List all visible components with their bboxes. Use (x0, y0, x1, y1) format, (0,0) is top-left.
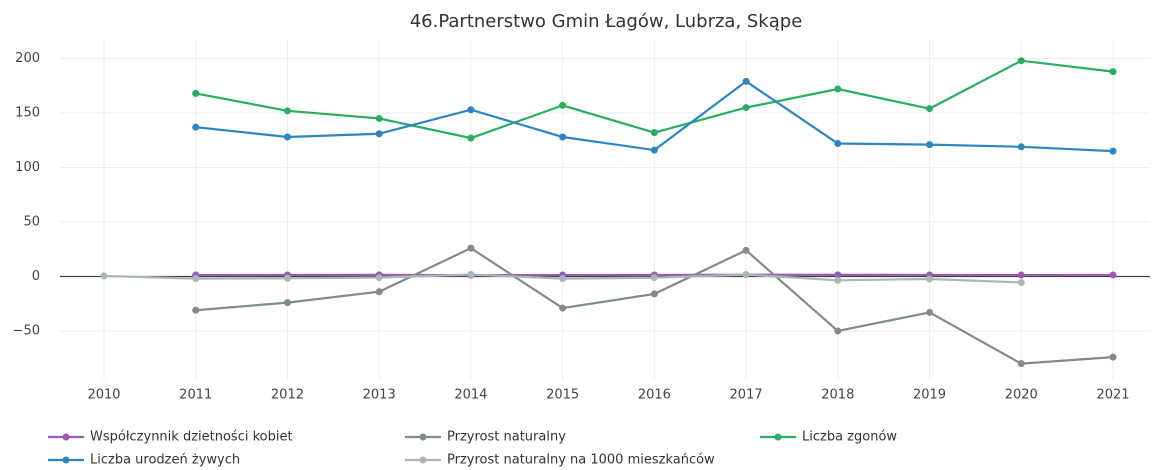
point (1109, 353, 1117, 361)
legend-label: Liczba urodzeń żywych (90, 453, 240, 468)
point (375, 130, 383, 138)
point (1017, 143, 1025, 151)
legend-swatch-dot (419, 456, 427, 464)
point (650, 290, 658, 298)
x-tick-label: 2020 (1005, 388, 1038, 403)
chart-title: 46.Partnerstwo Gmin Łagów, Lubrza, Skąpe (410, 11, 803, 32)
x-tick-label: 2010 (87, 388, 120, 403)
point (375, 288, 383, 296)
point (192, 123, 200, 131)
point (283, 107, 291, 115)
point (834, 140, 842, 148)
point (834, 271, 842, 279)
point (742, 77, 750, 85)
point (926, 105, 934, 113)
legend-label: Współczynnik dzietności kobiet (90, 430, 293, 445)
point (192, 306, 200, 314)
point (559, 275, 567, 283)
x-tick-label: 2013 (363, 388, 396, 403)
point (834, 327, 842, 335)
point (650, 274, 658, 282)
point (926, 308, 934, 316)
point (100, 272, 108, 280)
point (283, 274, 291, 282)
legend-swatch-dot (62, 433, 70, 441)
grid: 2010 2011 2012 2013 2014 2015 2016 2017 2018 2019… (13, 40, 1150, 403)
point (1017, 57, 1025, 65)
point (650, 146, 658, 154)
point (742, 246, 750, 254)
point (650, 129, 658, 137)
point (834, 276, 842, 284)
point (1109, 68, 1117, 76)
point (926, 141, 934, 149)
point (467, 271, 475, 279)
point (283, 133, 291, 141)
point (467, 244, 475, 252)
point (1109, 271, 1117, 279)
x-tick-label: 2015 (546, 388, 579, 403)
y-tick-label: 0 (32, 269, 40, 284)
y-tick-label: −50 (13, 323, 40, 338)
point (926, 275, 934, 283)
point (192, 89, 200, 97)
y-tick-label: 200 (15, 51, 40, 66)
x-tick-label: 2011 (179, 388, 212, 403)
x-tick-label: 2019 (913, 388, 946, 403)
x-tick-label: 2012 (271, 388, 304, 403)
point (467, 106, 475, 114)
legend: Współczynnik dzietności kobiet Przyrost n… (48, 430, 897, 468)
point (1017, 278, 1025, 286)
point (375, 114, 383, 122)
x-tick-label: 2014 (454, 388, 487, 403)
point (742, 104, 750, 112)
x-tick-label: 2017 (730, 388, 763, 403)
point (192, 275, 200, 283)
legend-swatch-dot (419, 433, 427, 441)
x-tick-label: 2021 (1096, 388, 1129, 403)
legend-swatch-dot (774, 433, 782, 441)
legend-swatch-dot (62, 456, 70, 464)
y-tick-label: 50 (23, 214, 40, 229)
point (467, 134, 475, 142)
legend-label: Przyrost naturalny (447, 430, 566, 445)
x-tick-label: 2016 (638, 388, 671, 403)
point (834, 85, 842, 93)
point (1109, 147, 1117, 155)
point (283, 299, 291, 307)
x-tick-label: 2018 (821, 388, 854, 403)
legend-label: Liczba zgonów (802, 430, 897, 445)
point (375, 274, 383, 282)
y-tick-label: 150 (15, 106, 40, 121)
point (1017, 360, 1025, 368)
point (559, 101, 567, 109)
point (1017, 271, 1025, 279)
point (559, 304, 567, 312)
legend-label: Przyrost naturalny na 1000 mieszkańców (447, 453, 715, 468)
y-tick-label: 100 (15, 160, 40, 175)
point (742, 271, 750, 279)
plot (100, 57, 1117, 368)
point (559, 133, 567, 141)
